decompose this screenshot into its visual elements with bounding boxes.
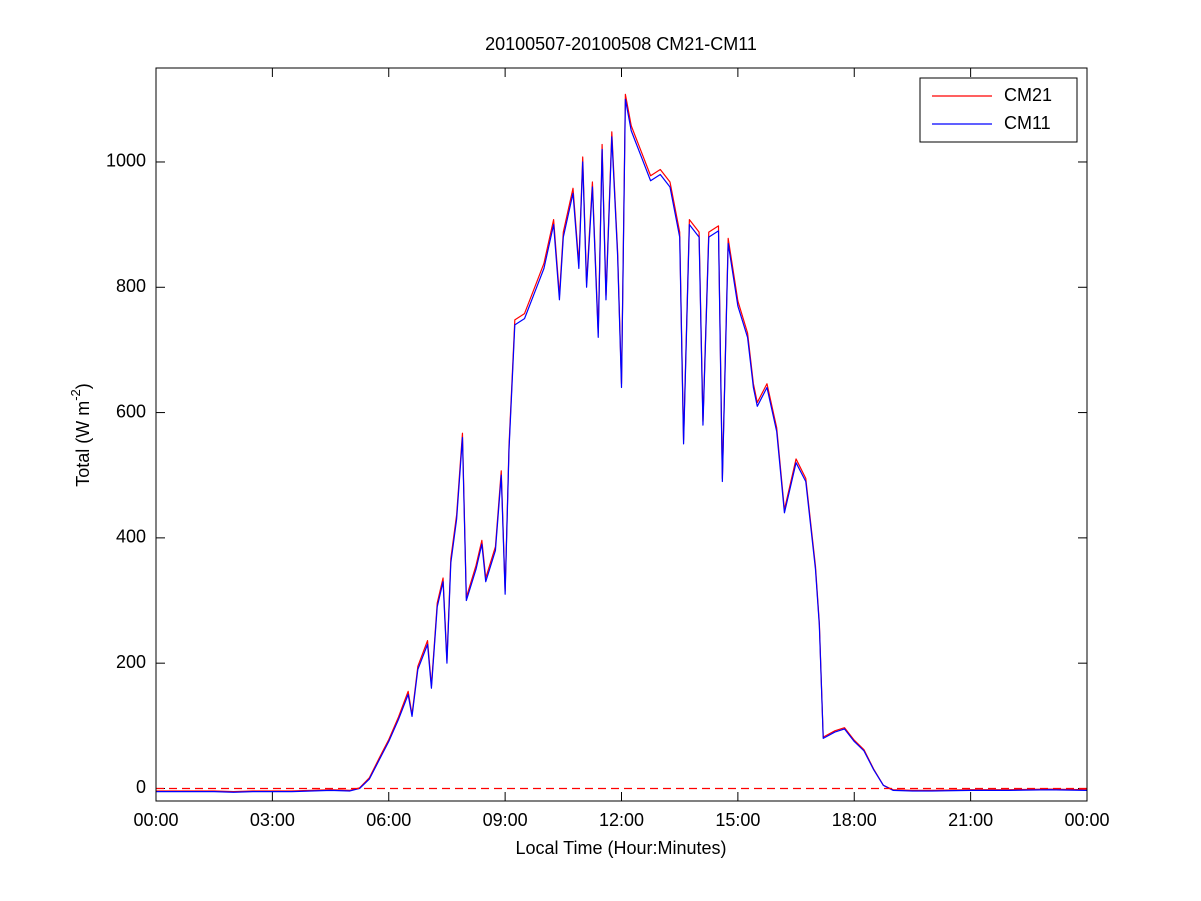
x-tick-label: 03:00 (250, 810, 295, 830)
series-line (156, 98, 1088, 793)
x-tick-label: 06:00 (366, 810, 411, 830)
y-tick-label: 400 (116, 527, 146, 547)
plot-frame (155, 67, 1088, 802)
y-tick-label: 800 (116, 276, 146, 296)
x-tick-label: 18:00 (832, 810, 877, 830)
y-tick-label: 1000 (106, 151, 146, 171)
x-tick-label: 09:00 (483, 810, 528, 830)
legend: CM21 CM11 (919, 77, 1078, 143)
y-tick-label: 200 (116, 652, 146, 672)
x-axis-label: Local Time (Hour:Minutes) (515, 838, 726, 858)
legend-label: CM21 (1004, 85, 1052, 105)
x-tick-label: 21:00 (948, 810, 993, 830)
x-tick-label: 15:00 (715, 810, 760, 830)
y-label-suffix: ) (73, 383, 93, 389)
y-axis-label: Total (W m-2) (68, 383, 92, 487)
y-tick-label: 600 (116, 401, 146, 421)
x-tick-label: 00:00 (1064, 810, 1109, 830)
x-tick-label: 12:00 (599, 810, 644, 830)
legend-box (919, 77, 1078, 143)
chart-title: 20100507-20100508 CM21-CM11 (485, 34, 757, 54)
x-tick-label: 00:00 (133, 810, 178, 830)
legend-label: CM11 (1004, 113, 1051, 133)
y-label-text: Total (W m (73, 401, 93, 487)
y-label-superscript: -2 (68, 389, 83, 401)
y-tick-label: 0 (136, 777, 146, 797)
